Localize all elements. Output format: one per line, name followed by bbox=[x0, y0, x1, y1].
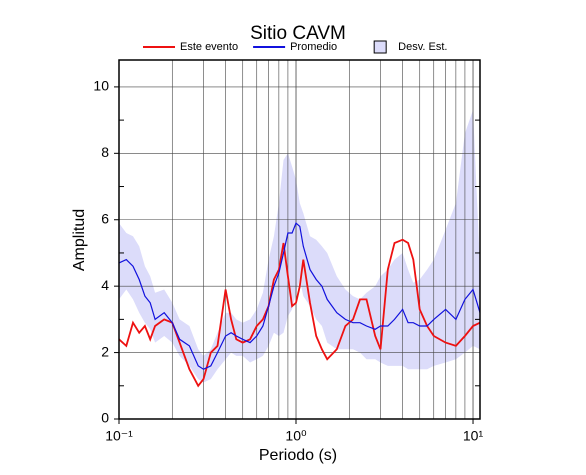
series-line bbox=[118, 238, 481, 388]
y-tick-label: 6 bbox=[101, 210, 109, 226]
plot-frame bbox=[118, 59, 481, 420]
y-tick-label: 8 bbox=[101, 144, 109, 160]
legend-label: Desv. Est. bbox=[398, 41, 447, 53]
legend-label: Este evento bbox=[180, 41, 238, 53]
x-tick-label: 10¹ bbox=[463, 428, 484, 444]
std-band bbox=[119, 110, 480, 383]
legend-label: Promedio bbox=[290, 41, 337, 53]
y-tick-label: 0 bbox=[101, 410, 109, 426]
series-line bbox=[118, 222, 481, 370]
y-axis-label: Amplitud bbox=[71, 209, 88, 271]
x-axis-label: Periodo (s) bbox=[259, 447, 337, 464]
y-tick-label: 2 bbox=[101, 343, 109, 359]
x-tick-label: 10⁰ bbox=[285, 428, 307, 444]
y-tick-label: 4 bbox=[101, 277, 109, 293]
chart-title: Sitio CAVM bbox=[250, 23, 346, 44]
y-tick-label: 10 bbox=[93, 78, 109, 94]
legend-swatch bbox=[373, 40, 387, 54]
x-tick-label: 10⁻¹ bbox=[105, 428, 133, 444]
